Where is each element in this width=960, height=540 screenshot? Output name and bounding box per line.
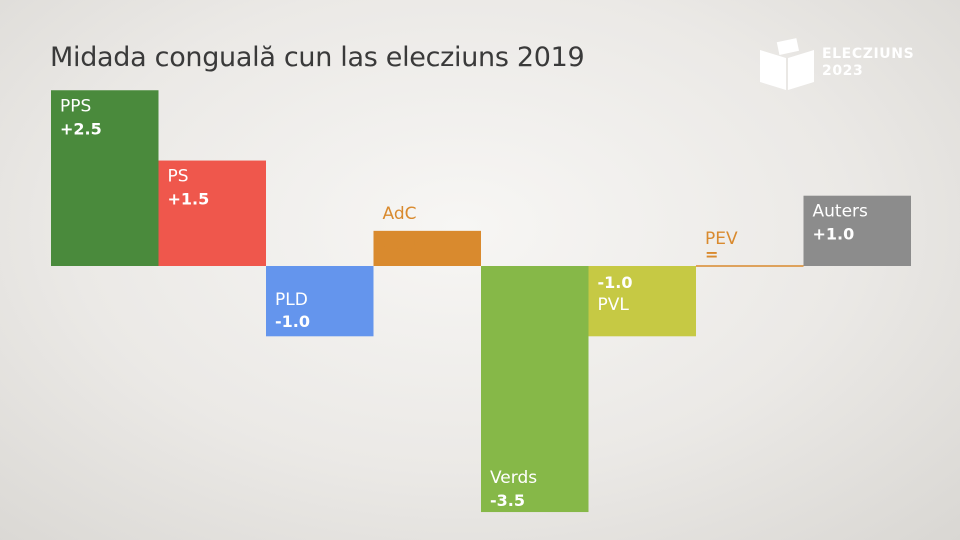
- bar-value-adc: +0.5: [383, 236, 425, 255]
- chart-title: Midada conguală cun las elecziuns 2019: [50, 42, 585, 73]
- bar-verds: [481, 266, 589, 513]
- bar-label-ps: PS: [168, 167, 189, 187]
- ballot-box-icon: [760, 38, 814, 90]
- bar-value-auters: +1.0: [813, 225, 855, 244]
- logo-line1: ELECZIUNS: [822, 46, 915, 62]
- logo-line2: 2023: [822, 63, 864, 79]
- elections-logo: ELECZIUNS 2023: [756, 38, 916, 94]
- bar-label-pld: PLD: [275, 290, 308, 310]
- bar-label-pps: PPS: [60, 96, 91, 116]
- bar-label-pev: PEV: [705, 229, 738, 249]
- bar-label-pvl: PVL: [598, 295, 630, 315]
- bar-value-pev: =: [705, 245, 718, 264]
- bar-value-ps: +1.5: [168, 190, 210, 209]
- bar-auters: [803, 195, 911, 266]
- bar-value-pps: +2.5: [60, 119, 102, 138]
- bar-value-pld: -1.0: [275, 312, 310, 331]
- bar-pld: [266, 266, 374, 337]
- bar-label-verds: Verds: [490, 468, 537, 488]
- bar-ps: [158, 160, 266, 266]
- bar-adc: [373, 230, 481, 266]
- bar-label-adc: AdC: [383, 204, 417, 224]
- bar-value-pvl: -1.0: [598, 273, 633, 292]
- bar-pps: [51, 90, 159, 266]
- bar-pvl: [588, 266, 696, 337]
- bar-value-verds: -3.5: [490, 491, 525, 510]
- bar-label-auters: Auters: [813, 202, 869, 222]
